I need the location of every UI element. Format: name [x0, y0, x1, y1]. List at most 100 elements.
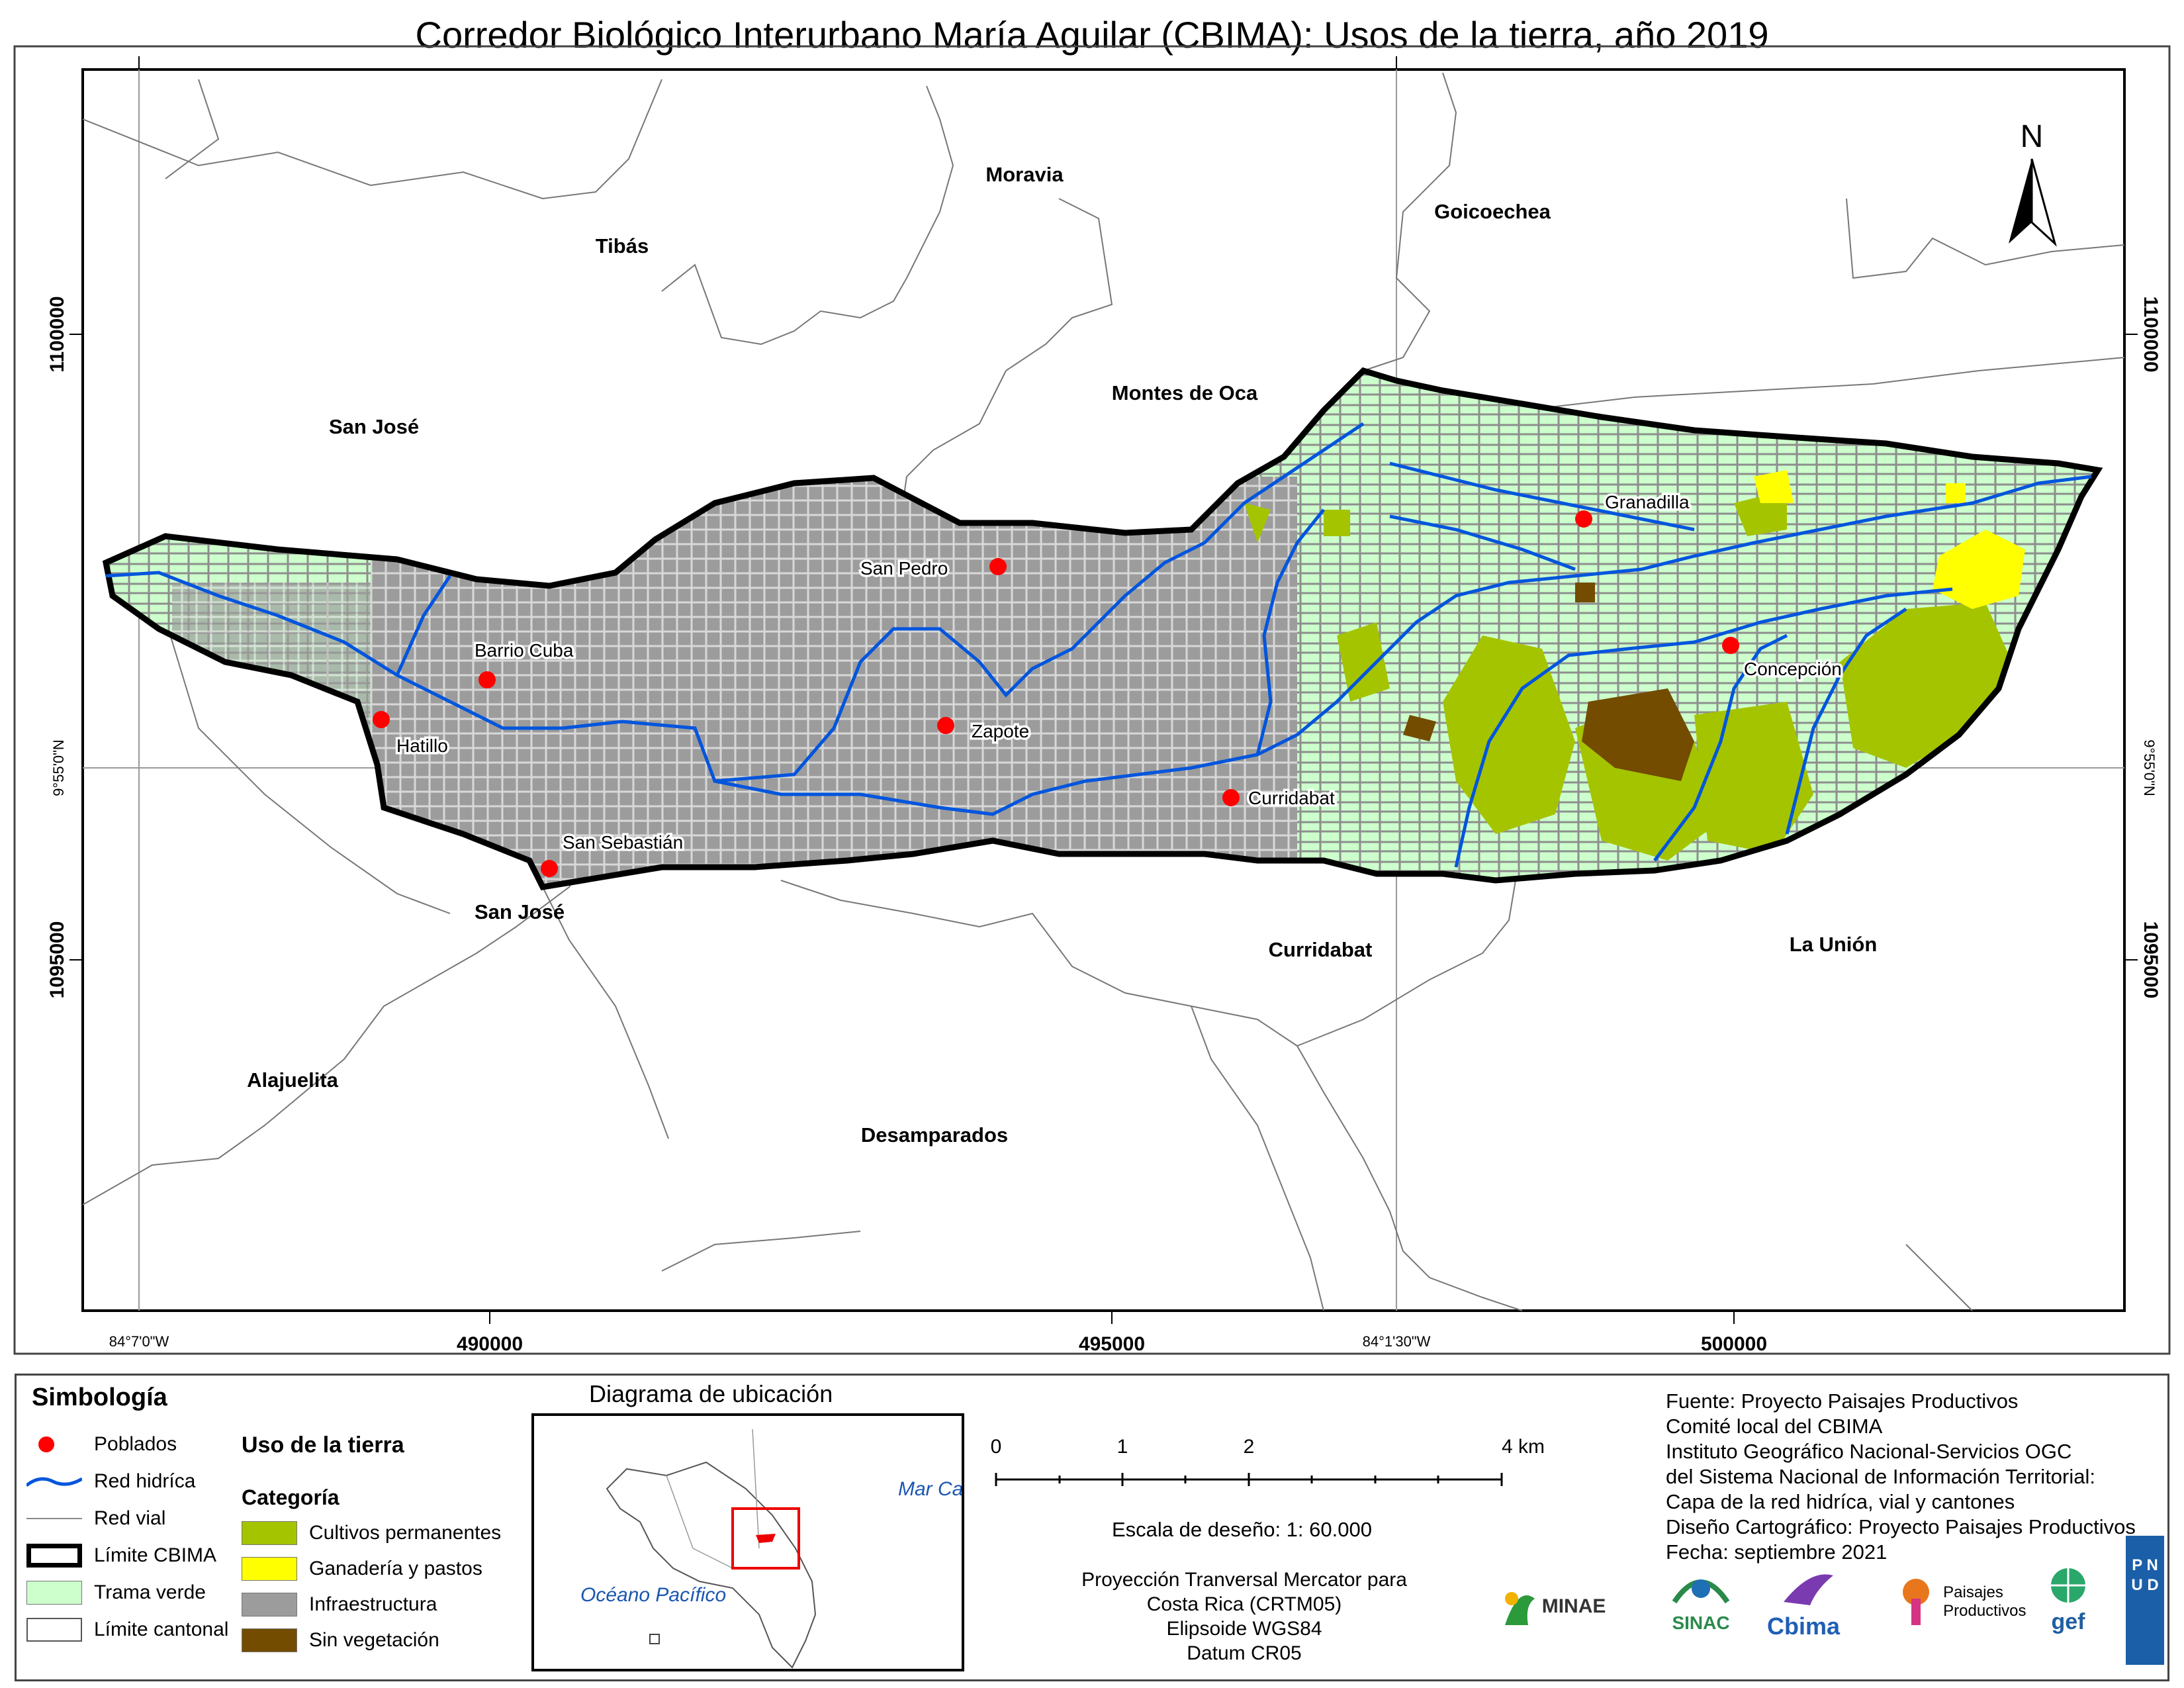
town-label: Curridabat: [1248, 788, 1335, 808]
legend-label: Red hidríca: [94, 1470, 196, 1492]
legend-label: Ganadería y pastos: [309, 1558, 482, 1579]
canton-boundaries: [82, 72, 2125, 1311]
easting-label: 490000: [457, 1333, 523, 1355]
projection-block: Proyección Tranversal Mercator para Cost…: [1032, 1568, 1456, 1665]
canton-label: Goicoechea: [1434, 200, 1551, 223]
northing-label-right-1: 1100000: [2140, 296, 2161, 372]
canton-label: San José: [475, 900, 565, 923]
cbima-logo: Cbima: [1757, 1569, 1850, 1640]
projection-line: Proyección Tranversal Mercator para: [1081, 1569, 1407, 1591]
projection-line: Elipsoide WGS84: [1166, 1618, 1322, 1640]
legend-label: Trama verde: [94, 1581, 206, 1603]
scale-text: Escala de deseño: 1: 60.000: [1112, 1518, 1372, 1541]
legend-cat-ganaderia: Ganadería y pastos: [242, 1557, 482, 1581]
town-label: Granadilla: [1605, 492, 1690, 512]
canton-label: Moravia: [985, 163, 1064, 186]
town-label: San Sebastián: [563, 832, 683, 853]
town-label: Zapote: [972, 721, 1029, 741]
legend-item-red-vial: Red vial: [26, 1507, 165, 1530]
main-map: Tibás Moravia Goicoechea Montes de Oca S…: [13, 45, 2171, 1355]
canton-labels: Tibás Moravia Goicoechea Montes de Oca S…: [247, 163, 1877, 1147]
legend-item-red-hidrica: Red hidríca: [25, 1470, 196, 1493]
lat-label-right: 9°55'0"N: [2141, 739, 2158, 796]
logo-text: Cbima: [1766, 1613, 1841, 1640]
north-arrow-icon: N: [2009, 119, 2057, 247]
town-labels: San Pedro Granadilla Barrio Cuba Hatillo…: [394, 490, 1844, 855]
canton-label: Desamparados: [861, 1123, 1008, 1147]
canton-label: La Unión: [1790, 933, 1878, 956]
minae-logo: MINAE: [1492, 1585, 1612, 1632]
category-heading: Categoría: [242, 1485, 340, 1509]
legend-item-limite-cantonal: Límite cantonal: [26, 1618, 228, 1642]
legend-item-poblados: Poblados: [26, 1432, 177, 1456]
gef-logo: gef: [2038, 1566, 2098, 1635]
sea-north-label: Mar Caribe: [898, 1478, 964, 1500]
town-markers: [373, 510, 1739, 877]
north-label: N: [2021, 119, 2044, 154]
projection-line: Datum CR05: [1187, 1642, 1302, 1664]
northing-label-left-2: 1095000: [46, 921, 68, 999]
legend-heading: Simbología: [32, 1383, 167, 1411]
locator-box: [731, 1507, 800, 1570]
town-dot: [989, 558, 1007, 575]
source-line: Instituto Geográfico Nacional-Servicios …: [1666, 1440, 2072, 1463]
costa-rica-shape: [606, 1461, 817, 1669]
legend-label: Poblados: [94, 1433, 177, 1455]
scale-tick-label: 1: [1117, 1436, 1128, 1458]
source-line: Diseño Cartográfico: Proyecto Paisajes P…: [1666, 1515, 2136, 1538]
town-label: Barrio Cuba: [475, 640, 574, 661]
legend-swatch: [26, 1581, 82, 1605]
landuse-pasture: [1754, 470, 2025, 609]
scale-tick-label: 0: [991, 1436, 1002, 1458]
logo-text: MINAE: [1541, 1595, 1606, 1617]
scale-tick-label: 4 km: [1502, 1436, 1545, 1458]
legend-label: Límite CBIMA: [94, 1544, 217, 1566]
canton-label: Montes de Oca: [1112, 381, 1258, 404]
paisajes-productivos-logo: Paisajes Productivos: [1899, 1575, 2032, 1628]
lat-label-left: 9°55'0"N: [50, 739, 67, 796]
location-diagram: Mar Caribe Océano Pacífico: [531, 1413, 964, 1671]
legend-label: Red vial: [94, 1507, 166, 1529]
legend-label: Sin vegetación: [309, 1629, 439, 1651]
scale-tick-label: 2: [1244, 1436, 1255, 1458]
legend-label: Límite cantonal: [94, 1618, 229, 1640]
outer-frame: [13, 45, 2171, 1355]
logo-text: P N U D: [2131, 1556, 2159, 1594]
town-dot: [541, 860, 558, 877]
canton-label: Tibás: [596, 234, 649, 258]
town-dot: [1575, 510, 1592, 528]
coordinate-labels: 1100000 1095000 1100000 1095000 9°55'0"N…: [46, 296, 2161, 1355]
legend-cat-cultivos: Cultivos permanentes: [242, 1521, 501, 1545]
sea-south-label: Océano Pacífico: [580, 1584, 726, 1606]
legend-cat-infraestructura: Infraestructura: [242, 1593, 437, 1617]
legend-item-trama-verde: Trama verde: [26, 1581, 206, 1605]
easting-label: 495000: [1079, 1333, 1145, 1355]
scale-bar: 0 1 2 4 km: [991, 1436, 1545, 1486]
canton-label: Alajuelita: [247, 1068, 339, 1092]
town-dot: [937, 717, 954, 734]
cbima-boundary: [102, 367, 2103, 890]
sources-block: Fuente: Proyecto Paisajes Productivos Co…: [1666, 1389, 2136, 1565]
legend-item-limite-cbima: Límite CBIMA: [26, 1544, 216, 1568]
bottom-panel: [15, 1374, 2169, 1681]
legend-label: Cultivos permanentes: [309, 1522, 502, 1544]
logo-text: SINAC: [1672, 1613, 1730, 1633]
source-line: del Sistema Nacional de Información Terr…: [1666, 1465, 2096, 1488]
legend-label: Infraestructura: [309, 1593, 437, 1615]
source-line: Fuente: Proyecto Paisajes Productivos: [1666, 1389, 2019, 1413]
lon-label: 84°1'30"W: [1363, 1333, 1431, 1350]
town-dot: [373, 711, 390, 728]
grid-ticks: [69, 56, 2138, 1324]
projection-line: Costa Rica (CRTM05): [1146, 1593, 1342, 1615]
logo-text: gef: [2051, 1609, 2085, 1634]
source-line: Capa de la red hidríca, vial y cantones: [1666, 1490, 2015, 1513]
landuse-heading: Uso de la tierra: [242, 1432, 404, 1458]
lon-label: 84°7'0"W: [109, 1333, 169, 1350]
source-line: Comité local del CBIMA: [1666, 1415, 1883, 1438]
landuse-bare: [1403, 583, 1694, 781]
town-label: Concepción: [1744, 659, 1842, 679]
legend-cat-sin-vegetacion: Sin vegetación: [242, 1628, 439, 1652]
logo-text: Paisajes Productivos: [1943, 1583, 2026, 1620]
northing-label-right-2: 1095000: [2140, 921, 2161, 999]
map-title: Corredor Biológico Interurbano María Agu…: [415, 14, 1769, 56]
